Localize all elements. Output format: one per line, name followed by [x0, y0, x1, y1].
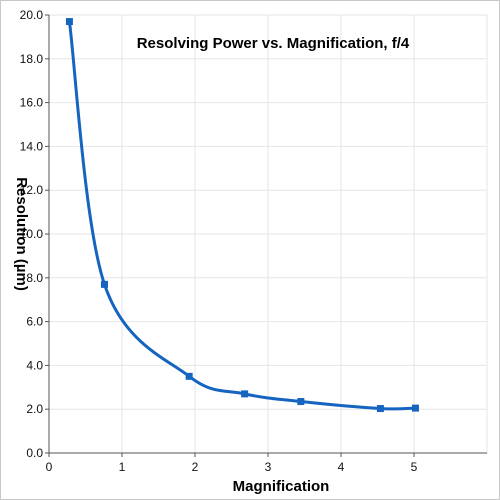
- data-point-marker: [411, 404, 419, 412]
- x-tick-label: 4: [338, 460, 345, 474]
- x-tick-label: 0: [46, 460, 53, 474]
- x-tick-label: 1: [119, 460, 126, 474]
- series-line: [67, 21, 416, 411]
- data-point-marker: [241, 390, 249, 398]
- y-tick-label: 16.0: [20, 96, 44, 110]
- y-tick-label: 18.0: [20, 52, 44, 66]
- x-axis-title: Magnification: [233, 478, 330, 495]
- x-tick-label: 5: [411, 460, 418, 474]
- y-tick-label: 8.0: [26, 271, 43, 285]
- chart-title: Resolving Power vs. Magnification, f/4: [137, 35, 410, 52]
- y-tick-label: 0.0: [26, 446, 43, 460]
- gridlines: [49, 14, 488, 454]
- y-tick-label: 10.0: [20, 227, 44, 241]
- y-tick-label: 12.0: [20, 183, 44, 197]
- y-tick-label: 20.0: [20, 8, 44, 22]
- y-tick-label: 6.0: [26, 315, 43, 329]
- axes: [45, 14, 487, 457]
- x-tick-label: 2: [192, 460, 199, 474]
- y-tick-label: 2.0: [26, 402, 43, 416]
- y-tick-label: 4.0: [26, 358, 43, 372]
- y-tick-label: 14.0: [20, 139, 44, 153]
- data-point-marker: [297, 398, 305, 406]
- data-point-marker: [376, 405, 384, 413]
- data-point-marker: [100, 280, 108, 288]
- tick-labels: 0.0 2.0 4.0 6.0 8.0 10.0 12.0 14.0 16.0 18.0 20.0 0…: [20, 8, 418, 474]
- y-axis-title: Resolution (µm): [13, 177, 30, 291]
- x-tick-label: 3: [265, 460, 272, 474]
- series: [65, 18, 419, 413]
- data-point-marker: [185, 372, 193, 380]
- data-point-marker: [65, 18, 73, 26]
